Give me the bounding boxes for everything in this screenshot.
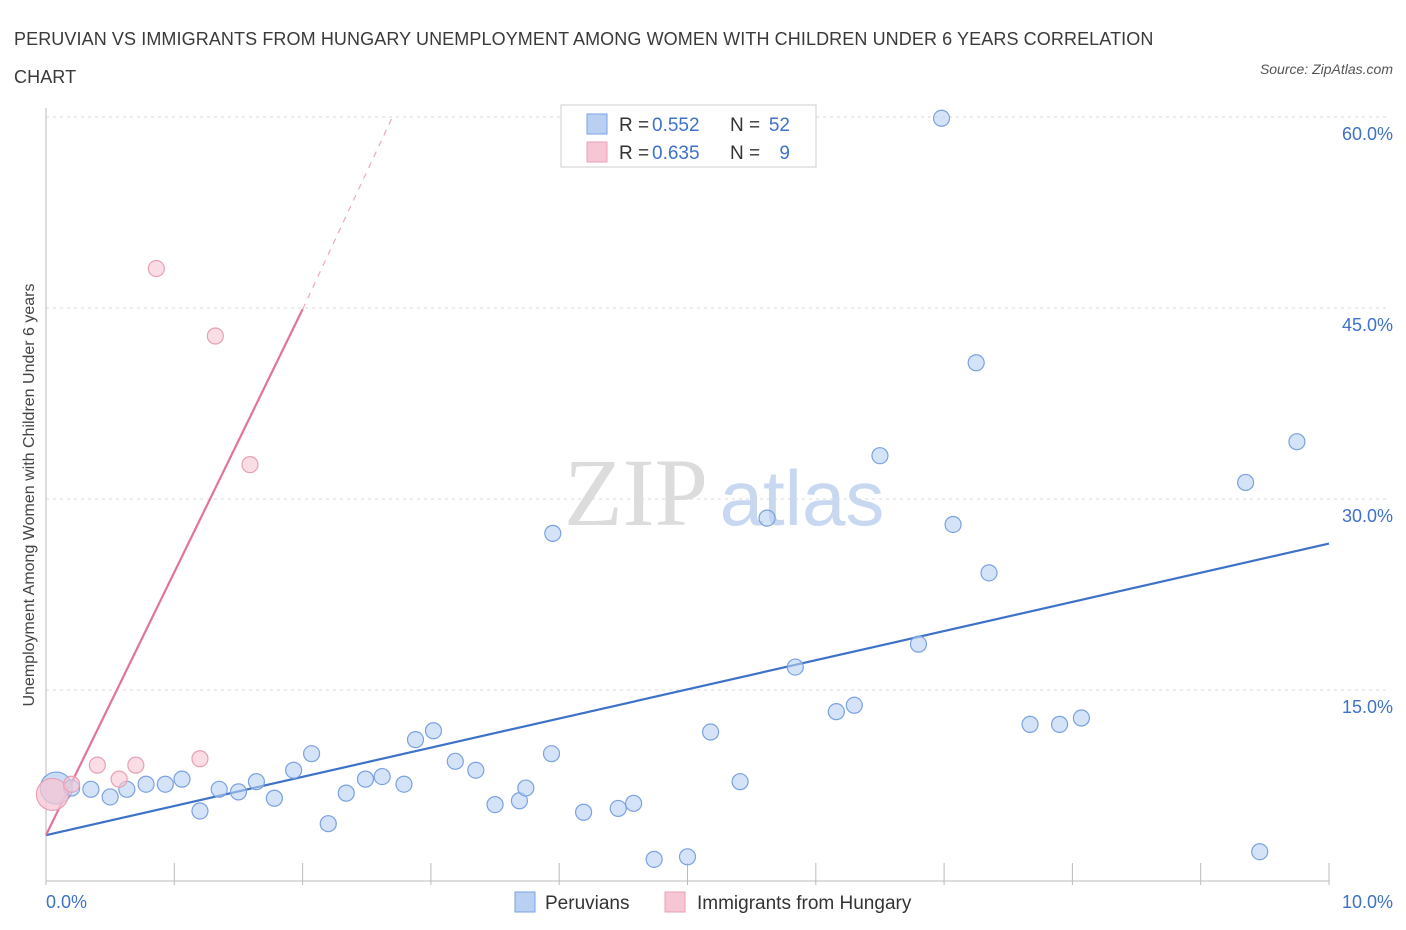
hungary-point — [88, 756, 106, 774]
peruvian-point — [373, 767, 391, 786]
watermark-atlas: atlas — [720, 454, 885, 542]
hungary-trendline — [45, 308, 304, 836]
peruvian-point — [285, 761, 303, 779]
peruvian-point — [701, 723, 720, 741]
y-tick-label: 60.0% — [1342, 124, 1393, 144]
peruvian-point — [731, 773, 749, 791]
peruvian-point — [101, 788, 119, 806]
x-tick-label: 0.0% — [46, 892, 87, 912]
peruvian-point — [871, 447, 889, 465]
peruvian-point — [542, 745, 561, 763]
y-tick-label: 45.0% — [1342, 315, 1393, 335]
hungary-point — [147, 259, 165, 278]
chart-title: PERUVIAN VS IMMIGRANTS FROM HUNGARY UNEM… — [14, 29, 1154, 87]
peruvian-point — [247, 773, 266, 791]
peruvian-point — [645, 850, 663, 868]
hungary-point — [241, 456, 259, 474]
peruvian-point — [319, 815, 337, 833]
peruvian-point — [827, 703, 845, 721]
bottom-legend-swatch-peruvians — [514, 891, 536, 913]
peruvian-point — [980, 564, 998, 582]
legend-n-label-2: N = — [730, 143, 760, 164]
legend-swatch-peruvians — [586, 113, 608, 135]
peruvian-point — [609, 799, 627, 818]
peruvian-point — [1251, 843, 1269, 861]
peruvian-point — [1237, 473, 1255, 492]
legend-n-value-1: 52 — [769, 115, 790, 136]
tick-labels: 15.0% 30.0% 45.0% 60.0% 0.0% 10.0% — [46, 124, 1393, 912]
hungary-point — [127, 756, 145, 774]
legend-r-label-2: R = — [619, 143, 649, 164]
legend-r-value-1: 0.552 — [652, 115, 700, 136]
peruvian-point — [758, 509, 776, 527]
peruvian-point — [137, 775, 155, 793]
y-tick-label: 15.0% — [1342, 697, 1393, 717]
y-tick-label: 30.0% — [1342, 506, 1393, 526]
peruvian-point — [395, 775, 413, 793]
gridlines — [46, 116, 1389, 691]
peruvian-point — [574, 803, 593, 821]
peruvian-point — [265, 789, 283, 807]
peruvian-point — [845, 696, 863, 714]
source-label: Source: ZipAtlas.com — [1259, 61, 1393, 77]
y-axis-label: Unemployment Among Women with Children U… — [21, 283, 38, 706]
peruvian-point — [406, 731, 425, 749]
watermark-zip: ZIP — [564, 439, 708, 546]
hungary-point — [191, 750, 209, 768]
peruvian-point — [156, 775, 174, 793]
bottom-legend-peruvians: Peruvians — [545, 893, 630, 914]
peruvian-point — [967, 354, 985, 372]
peruvian-point — [191, 802, 209, 820]
peruvian-point — [302, 745, 321, 763]
peruvian-point — [1050, 715, 1069, 733]
bottom-legend-hungary: Immigrants from Hungary — [697, 893, 912, 914]
legend-swatch-hungary — [586, 141, 608, 163]
peruvian-point — [1072, 709, 1090, 727]
peruvian-point — [1021, 715, 1039, 733]
peruvian-point — [446, 752, 464, 770]
data-points — [35, 109, 1306, 868]
peruvian-point — [932, 109, 951, 127]
peruvian-point — [678, 848, 697, 866]
hungary-point — [35, 777, 70, 812]
hungary-trendline-extension — [302, 116, 393, 310]
legend-n-value-2: 9 — [779, 143, 790, 164]
peruvian-point — [517, 779, 535, 797]
peruvian-point — [944, 515, 962, 534]
x-tick-label: 10.0% — [1342, 892, 1393, 912]
peruvian-point — [424, 722, 443, 740]
legend-r-label-1: R = — [619, 115, 649, 136]
axes — [45, 108, 1330, 885]
peruvian-point — [486, 795, 504, 814]
peruvian-point — [909, 635, 928, 653]
peruvian-point — [229, 783, 248, 801]
peruvian-point — [356, 770, 375, 788]
peruvian-point — [210, 780, 228, 798]
hungary-point — [110, 770, 128, 788]
bottom-legend-swatch-hungary — [664, 891, 686, 913]
peruvian-point — [82, 780, 100, 798]
correlation-legend: R = 0.552 N = 52 R = 0.635 N = 9 — [560, 104, 817, 168]
hungary-point — [206, 327, 224, 345]
peruvian-point — [173, 770, 191, 788]
legend-n-label-1: N = — [730, 115, 760, 136]
series-legend: Peruvians Immigrants from Hungary — [514, 891, 912, 914]
peruvian-point — [337, 784, 355, 802]
legend-r-value-2: 0.635 — [652, 143, 700, 164]
hungary-point — [63, 775, 81, 793]
peruvian-point — [1288, 433, 1306, 451]
peruvian-point — [786, 658, 804, 676]
peruvian-point — [625, 794, 643, 812]
peruvian-point — [467, 761, 485, 779]
peruvian-point — [544, 524, 562, 542]
